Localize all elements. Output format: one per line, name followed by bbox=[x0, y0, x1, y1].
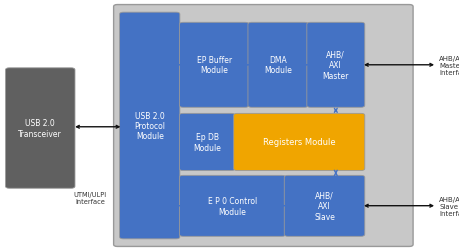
FancyBboxPatch shape bbox=[179, 23, 248, 108]
Text: Ep DB
Module: Ep DB Module bbox=[193, 133, 221, 152]
FancyBboxPatch shape bbox=[306, 23, 364, 108]
Text: DMA
Module: DMA Module bbox=[263, 56, 291, 75]
FancyBboxPatch shape bbox=[284, 176, 364, 236]
FancyBboxPatch shape bbox=[113, 6, 412, 246]
Text: AHB/
AXI
Slave: AHB/ AXI Slave bbox=[313, 191, 334, 221]
Text: USB 2.0
Protocol
Module: USB 2.0 Protocol Module bbox=[134, 111, 165, 141]
FancyBboxPatch shape bbox=[179, 114, 235, 171]
Text: EP Buffer
Module: EP Buffer Module bbox=[196, 56, 231, 75]
FancyBboxPatch shape bbox=[233, 114, 364, 171]
Text: Registers Module: Registers Module bbox=[263, 138, 335, 147]
Text: AHB/AXI
Master
Interface: AHB/AXI Master Interface bbox=[438, 55, 459, 76]
Text: AHB/
AXI
Master: AHB/ AXI Master bbox=[322, 51, 348, 80]
FancyBboxPatch shape bbox=[179, 176, 285, 236]
Text: AHB/AXI
Slave
Interface: AHB/AXI Slave Interface bbox=[438, 197, 459, 217]
Text: E P 0 Control
Module: E P 0 Control Module bbox=[207, 196, 257, 216]
Text: UTMI/ULPI
Interface: UTMI/ULPI Interface bbox=[73, 191, 106, 204]
FancyBboxPatch shape bbox=[119, 13, 179, 239]
FancyBboxPatch shape bbox=[247, 23, 308, 108]
FancyBboxPatch shape bbox=[6, 69, 75, 188]
Text: USB 2.0
Transceiver: USB 2.0 Transceiver bbox=[18, 119, 62, 138]
